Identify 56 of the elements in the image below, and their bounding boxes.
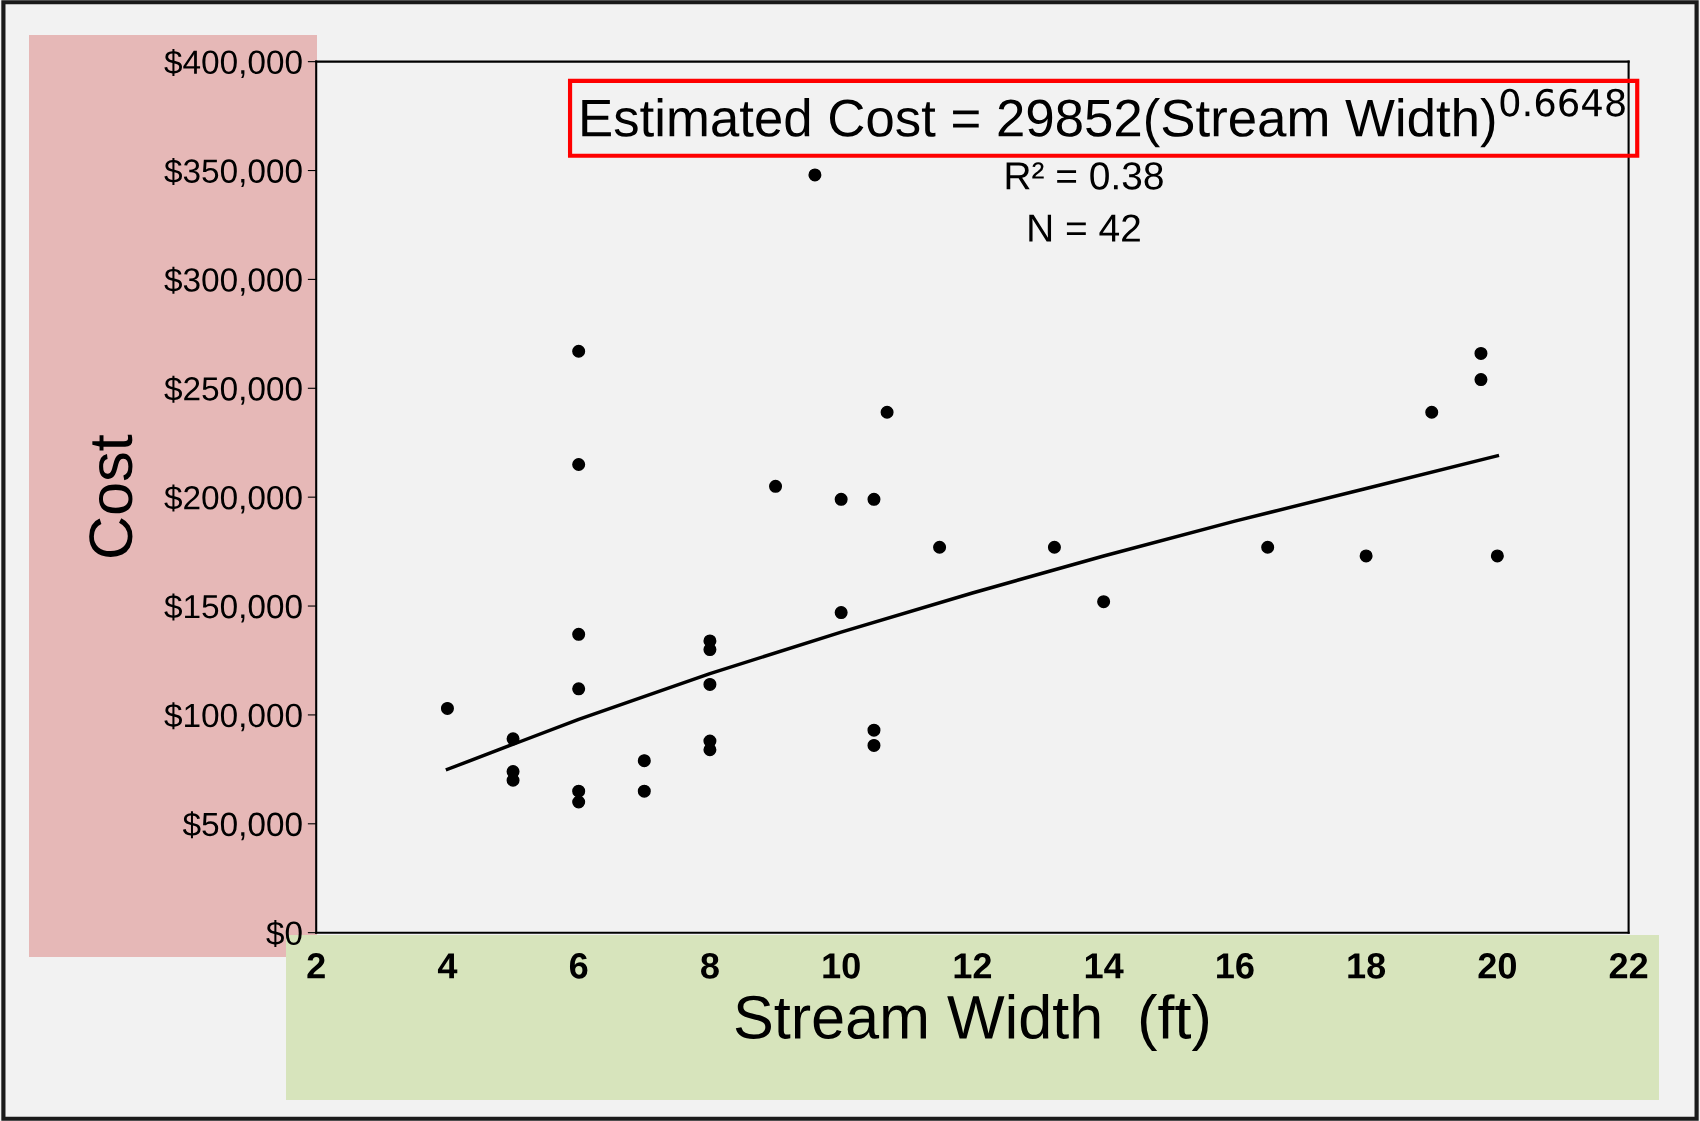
point <box>440 701 454 715</box>
x-tick-label: 20 <box>1478 953 1516 979</box>
point <box>572 457 586 472</box>
y-tick-label: $0 <box>266 920 302 948</box>
x-tick-label: 14 <box>1085 953 1124 979</box>
point <box>1261 540 1275 554</box>
point <box>572 795 586 809</box>
y-tick-label: $50,000 <box>182 811 302 841</box>
x-tick-label: 16 <box>1217 953 1254 979</box>
annotation: N = 42 <box>1029 214 1140 242</box>
point <box>1047 540 1061 554</box>
point <box>572 784 586 798</box>
point <box>1474 373 1488 387</box>
point <box>703 643 717 657</box>
point <box>1359 549 1373 563</box>
y-axis-title: Cost <box>89 434 133 557</box>
point <box>703 743 717 757</box>
x-tick-label: 10 <box>823 953 860 979</box>
x-tick-label: 22 <box>1609 953 1648 979</box>
x-tick-label: 4 <box>437 953 458 979</box>
point <box>572 344 586 358</box>
annotation: Estimated Cost = 29852(Stream Width)$^{0.6648}$ <box>582 88 1625 148</box>
y-tick-label: $350,000 <box>164 157 302 187</box>
point <box>834 492 848 506</box>
point <box>867 738 881 752</box>
x-tick-label: 8 <box>701 953 719 979</box>
point <box>769 479 783 493</box>
point <box>572 627 586 641</box>
point <box>637 754 651 768</box>
point <box>572 682 586 696</box>
point <box>808 168 822 182</box>
point <box>1425 405 1439 419</box>
point <box>1097 595 1111 609</box>
point <box>1474 346 1488 360</box>
line-series <box>445 454 1500 772</box>
x-tick-label: 18 <box>1348 953 1386 979</box>
point <box>506 732 520 746</box>
point <box>703 677 717 691</box>
point <box>1490 549 1504 563</box>
point <box>880 405 894 419</box>
y-tick-label: $400,000 <box>164 49 302 78</box>
annotation: R² = 0.38 <box>1006 162 1163 190</box>
y-tick-label: $250,000 <box>164 375 302 405</box>
x-axis-title: Stream Width (ft) <box>735 994 1209 1052</box>
point <box>834 606 848 620</box>
y-tick-label: $100,000 <box>164 702 302 732</box>
point <box>867 723 881 737</box>
point <box>933 540 947 554</box>
y-tick-label: $300,000 <box>164 266 302 296</box>
y-tick-label: $150,000 <box>164 593 302 623</box>
x-tick-label: 2 <box>307 953 325 979</box>
x-tick-label: 6 <box>569 953 588 979</box>
y-tick-label: $200,000 <box>164 484 302 514</box>
point <box>867 492 881 506</box>
point <box>637 784 651 798</box>
x-tick-label: 12 <box>954 953 992 979</box>
